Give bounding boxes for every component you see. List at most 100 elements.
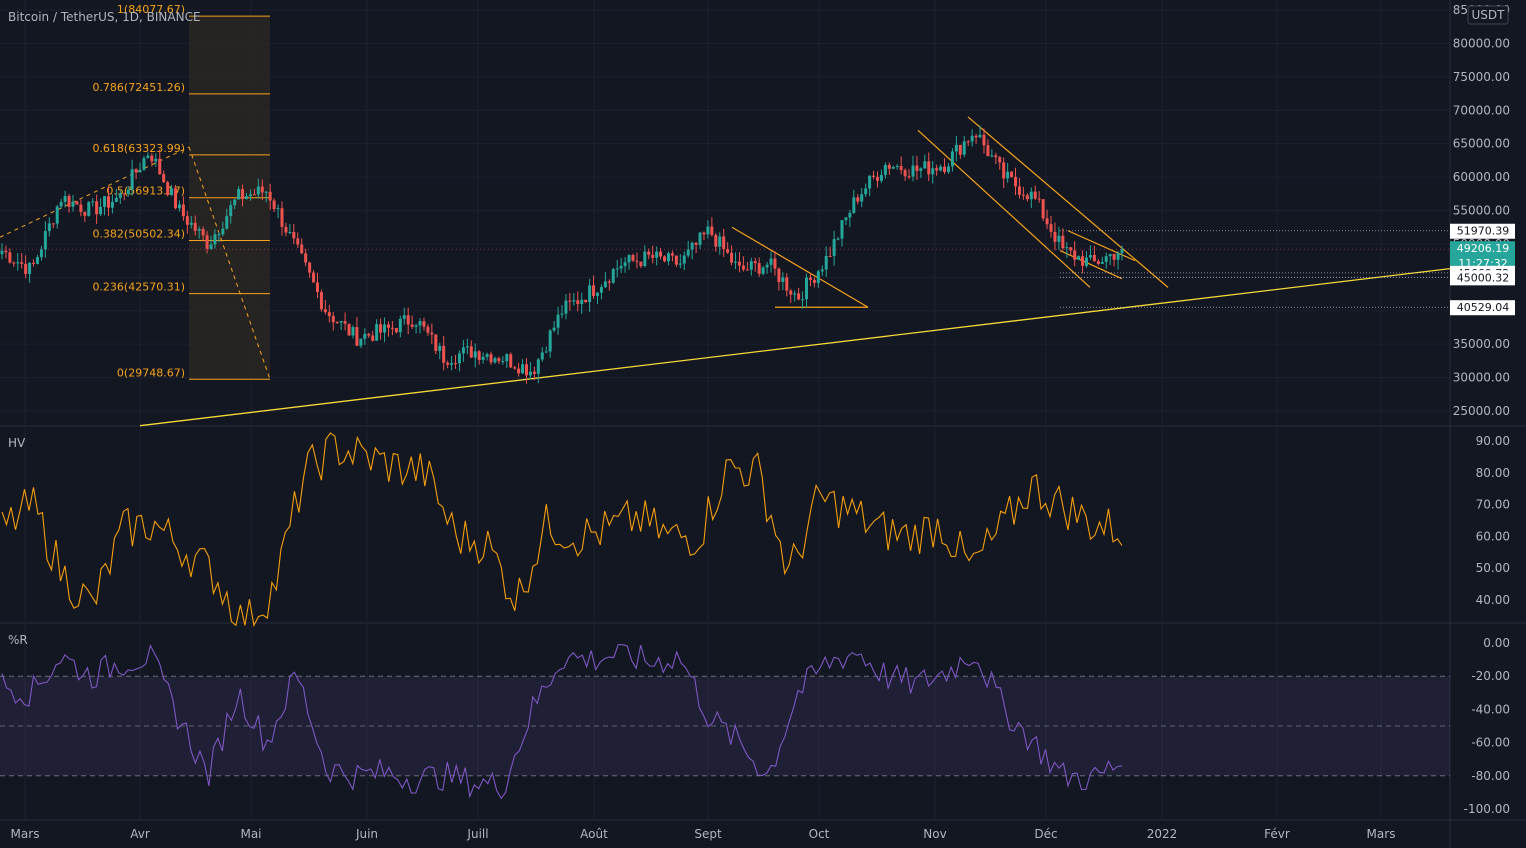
candlestick-series xyxy=(0,125,1124,384)
candle-body xyxy=(418,321,422,326)
candle-body xyxy=(595,292,599,297)
candle-body xyxy=(816,271,820,283)
time-tick-label: Sept xyxy=(694,827,722,841)
candle-body xyxy=(288,231,292,233)
candle-body xyxy=(958,144,962,155)
price-tag-box xyxy=(1450,270,1515,286)
candle-body xyxy=(509,354,513,368)
candle-body xyxy=(568,300,572,302)
candle-body xyxy=(367,333,371,336)
candle-body xyxy=(1088,255,1092,258)
candle-body xyxy=(28,262,32,275)
candle-body xyxy=(339,321,343,323)
candle-body xyxy=(363,333,367,339)
candle-body xyxy=(221,228,225,235)
candle-body xyxy=(556,314,560,328)
wr-tick-label: -20.00 xyxy=(1471,669,1510,683)
candle-body xyxy=(785,277,789,291)
candle-body xyxy=(517,368,521,374)
candle-body xyxy=(856,197,860,202)
time-tick-label: Juill xyxy=(466,827,488,841)
candle-body xyxy=(611,269,615,283)
axes: Mars Avr Mai Juin Juill Août Sept Oct Nov Déc 2022… xyxy=(11,3,1510,841)
candle-body xyxy=(513,367,517,369)
candle-body xyxy=(465,346,469,348)
candle-body xyxy=(808,277,812,280)
hv-tick-label: 80.00 xyxy=(1476,466,1510,480)
candle-body xyxy=(536,359,540,374)
candle-body xyxy=(43,231,47,250)
candle-body xyxy=(422,321,426,327)
candle-body xyxy=(832,239,836,256)
fib-level-label: 0.382(50502.34) xyxy=(92,228,185,241)
candle-body xyxy=(970,135,974,142)
fib-level-label: 0.618(63323.99) xyxy=(92,142,185,155)
candle-body xyxy=(1053,231,1057,242)
candle-body xyxy=(457,353,461,364)
candle-body xyxy=(343,321,347,324)
candle-body xyxy=(12,262,16,264)
price-tick-label: 60000.00 xyxy=(1453,170,1510,184)
long-term-support-line xyxy=(139,267,1451,427)
time-tick-label: Août xyxy=(580,827,608,841)
candle-body xyxy=(726,249,730,253)
wr-tick-label: -80.00 xyxy=(1471,769,1510,783)
candle-body xyxy=(879,174,883,181)
candle-body xyxy=(643,251,647,267)
candle-body xyxy=(99,206,103,215)
candle-body xyxy=(737,261,741,266)
candle-body xyxy=(946,166,950,172)
candle-body xyxy=(438,345,442,351)
wr-tick-label: -100.00 xyxy=(1464,802,1510,816)
wr-tick-label: -40.00 xyxy=(1471,702,1510,716)
candle-body xyxy=(1073,250,1077,260)
candle-body xyxy=(177,204,181,209)
williams-r-line xyxy=(1,643,1123,800)
candle-body xyxy=(225,216,229,229)
currency-badge[interactable] xyxy=(1467,5,1509,25)
candle-body xyxy=(915,165,919,171)
candle-body xyxy=(383,324,387,333)
candle-body xyxy=(789,290,793,295)
time-tick-label: Mars xyxy=(11,827,40,841)
candle-body xyxy=(820,269,824,272)
candle-body xyxy=(1057,235,1061,242)
candle-body xyxy=(722,236,726,250)
time-tick-label: Nov xyxy=(923,827,946,841)
candle-body xyxy=(698,232,702,245)
candle-body xyxy=(615,268,619,270)
hv-tick-label: 60.00 xyxy=(1476,529,1510,543)
candle-body xyxy=(745,269,749,271)
candle-body xyxy=(564,300,568,314)
candle-body xyxy=(552,327,556,331)
candle-body xyxy=(891,167,895,169)
candle-body xyxy=(1081,256,1085,266)
candle-body xyxy=(773,258,777,269)
candle-body xyxy=(375,324,379,341)
candle-body xyxy=(769,258,773,265)
candle-body xyxy=(887,164,891,169)
candle-body xyxy=(655,251,659,258)
candle-body xyxy=(532,371,536,374)
candle-body xyxy=(872,175,876,177)
candle-body xyxy=(59,201,63,207)
candle-body xyxy=(16,262,20,264)
candle-body xyxy=(331,316,335,323)
candle-body xyxy=(308,262,312,273)
candle-body xyxy=(749,261,753,270)
candle-body xyxy=(998,157,1002,163)
candle-body xyxy=(410,324,414,327)
hv-tick-label: 70.00 xyxy=(1476,498,1510,512)
time-tick-label: Juin xyxy=(355,827,378,841)
candle-body xyxy=(950,151,954,167)
candle-body xyxy=(359,338,363,346)
fib-level-label: 0.236(42570.31) xyxy=(92,281,185,294)
candle-body xyxy=(781,277,785,282)
candle-body xyxy=(647,251,651,255)
candle-body xyxy=(122,193,126,195)
price-tag-label: 49206.19 xyxy=(1457,242,1510,255)
candle-body xyxy=(304,253,308,263)
candle-body xyxy=(1021,194,1025,196)
fib-trend-dashed xyxy=(0,146,190,238)
